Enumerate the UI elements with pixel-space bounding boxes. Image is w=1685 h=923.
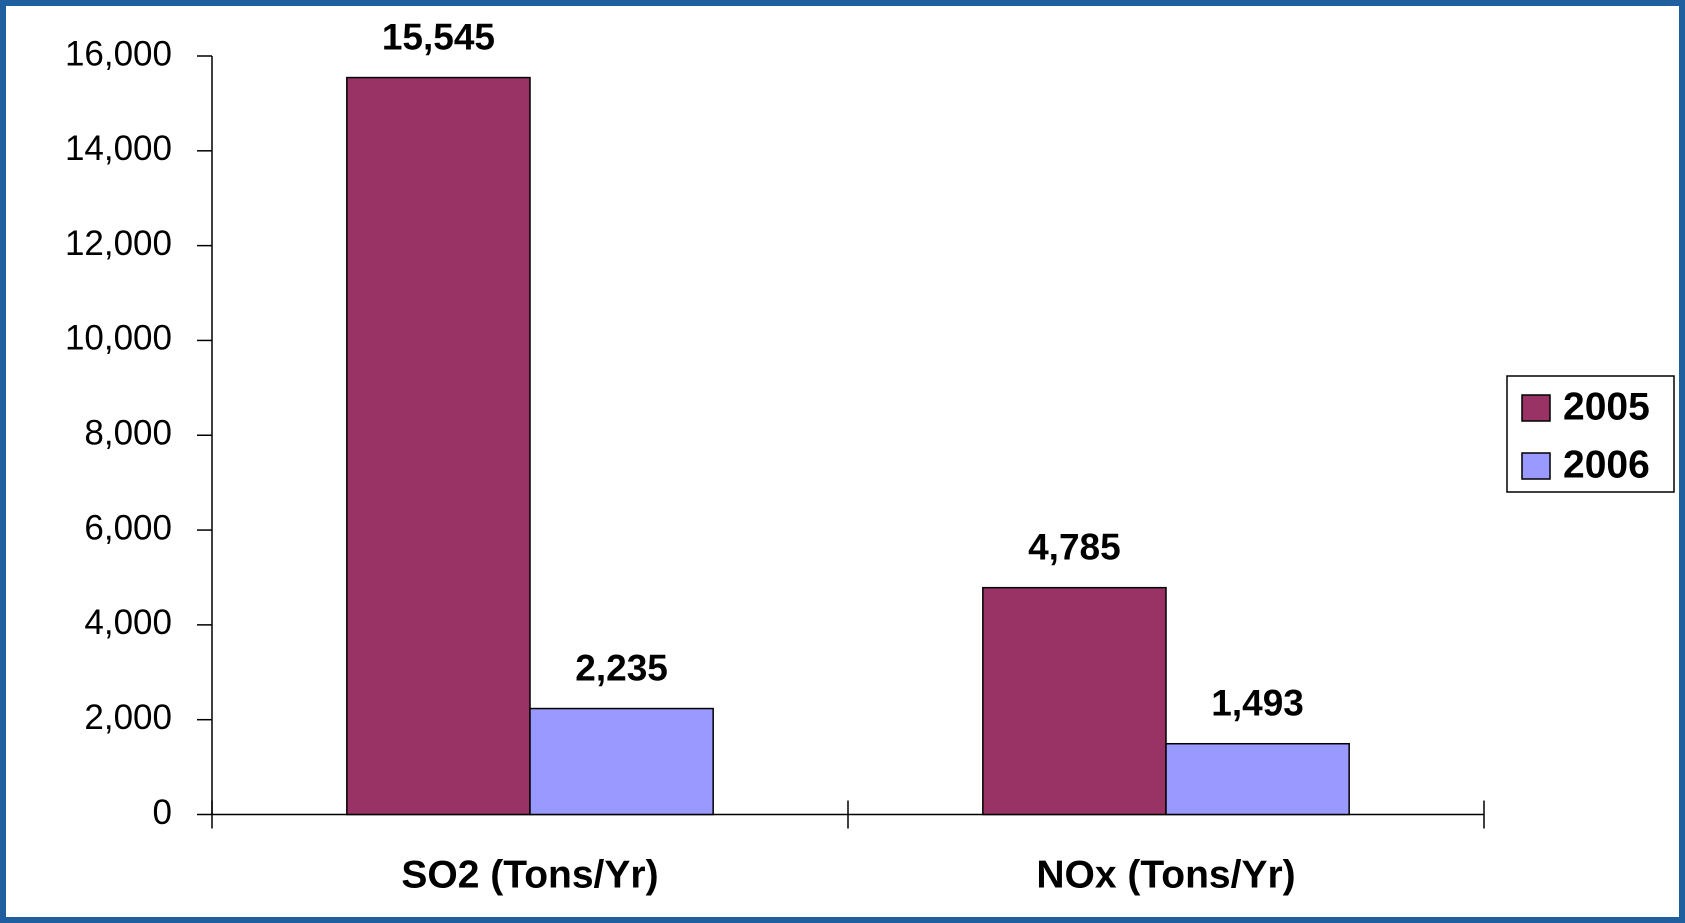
data-label: 2,235 <box>575 647 668 688</box>
y-tick-label: 16,000 <box>65 34 172 73</box>
y-tick-label: 2,000 <box>84 698 172 737</box>
legend-label: 2005 <box>1563 385 1650 428</box>
x-tick-label: NOx (Tons/Yr) <box>1036 853 1295 896</box>
bar <box>982 586 1167 816</box>
y-tick-label: 8,000 <box>84 414 172 453</box>
y-tick-label: 0 <box>153 793 172 832</box>
bar <box>529 707 714 816</box>
data-label: 15,545 <box>382 16 495 57</box>
y-tick-label: 10,000 <box>65 319 172 358</box>
y-tick-label: 6,000 <box>84 508 172 547</box>
legend-label: 2006 <box>1563 443 1650 486</box>
y-tick-label: 12,000 <box>65 224 172 263</box>
bar <box>346 76 531 816</box>
y-tick-label: 4,000 <box>84 603 172 642</box>
data-label: 1,493 <box>1211 683 1304 724</box>
y-tick-label: 14,000 <box>65 129 172 168</box>
legend-swatch <box>1521 394 1551 422</box>
data-label: 4,785 <box>1028 526 1121 567</box>
bar <box>1165 742 1350 816</box>
legend-swatch <box>1521 452 1551 480</box>
x-tick-label: SO2 (Tons/Yr) <box>401 853 658 896</box>
